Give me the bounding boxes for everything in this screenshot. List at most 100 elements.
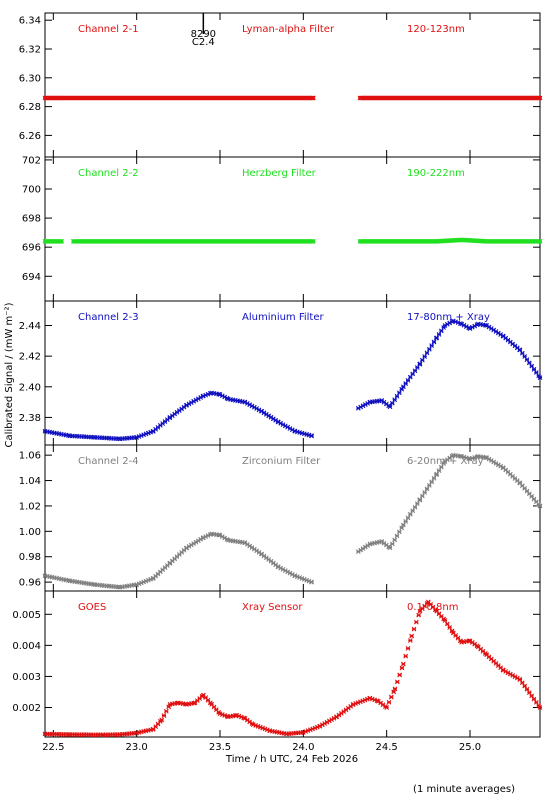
data-point xyxy=(517,347,523,353)
channel-label: Channel 2-3 xyxy=(78,312,139,323)
data-point xyxy=(422,354,428,359)
data-point xyxy=(426,346,432,352)
x-tick-label: 24.0 xyxy=(292,742,314,753)
data-point xyxy=(403,653,409,659)
y-tick-label: 6.34 xyxy=(19,16,41,27)
data-point xyxy=(533,699,539,705)
data-point xyxy=(524,686,530,692)
data-point xyxy=(522,354,528,359)
data-point xyxy=(384,705,390,710)
data-point xyxy=(519,350,525,356)
y-tick-label: 0.003 xyxy=(12,672,41,683)
band-label: 17-80nm + Xray xyxy=(407,312,490,323)
y-tick-label: 6.28 xyxy=(19,102,41,113)
data-point xyxy=(529,363,535,369)
x-tick-label: 25.0 xyxy=(459,742,481,753)
data-point xyxy=(436,331,442,337)
data-point xyxy=(424,350,430,356)
data-point xyxy=(400,522,406,528)
data-point xyxy=(389,400,395,406)
data-point xyxy=(310,95,316,101)
band-label: 120-123nm xyxy=(407,24,465,35)
y-tick-label: 702 xyxy=(22,155,41,166)
data-point xyxy=(396,529,402,535)
y-tick-label: 0.004 xyxy=(12,641,41,652)
data-point xyxy=(431,475,437,481)
x-axis-title: Time / h UTC, 24 Feb 2026 xyxy=(225,754,358,765)
filter-label: Lyman-alpha Filter xyxy=(242,24,335,35)
data-point xyxy=(531,366,537,372)
band-label: 6-20nm + Xray xyxy=(407,456,484,467)
data-point xyxy=(419,357,425,363)
y-tick-label: 696 xyxy=(22,243,41,254)
data-point xyxy=(409,633,415,639)
data-point xyxy=(434,471,440,477)
y-tick-label: 700 xyxy=(22,185,41,196)
data-point xyxy=(407,374,413,380)
data-point xyxy=(392,397,398,403)
flare-region-label: 8290 xyxy=(191,29,216,40)
filter-label: Zirconium Filter xyxy=(242,456,321,467)
data-point xyxy=(397,672,403,678)
band-label: 190-222nm xyxy=(407,168,465,179)
data-point xyxy=(431,339,437,345)
data-point xyxy=(416,612,422,618)
data-point xyxy=(403,519,409,524)
data-point xyxy=(403,381,409,386)
data-point xyxy=(429,343,435,348)
data-point xyxy=(442,618,448,623)
y-tick-label: 2.38 xyxy=(19,413,41,424)
data-point xyxy=(389,541,395,547)
y-tick-label: 694 xyxy=(22,272,41,283)
data-point xyxy=(411,626,417,632)
filter-label: Herzberg Filter xyxy=(242,168,317,179)
y-tick-label: 698 xyxy=(22,214,41,225)
data-point xyxy=(526,360,532,366)
data-point xyxy=(517,677,523,682)
panel-frame xyxy=(44,590,541,738)
data-point xyxy=(426,482,432,488)
data-point xyxy=(424,486,430,492)
y-tick-label: 0.96 xyxy=(19,578,41,589)
data-point xyxy=(396,390,402,396)
y-tick-label: 0.002 xyxy=(12,703,41,714)
y-tick-label: 1.06 xyxy=(19,451,41,462)
data-point xyxy=(161,713,167,718)
data-point xyxy=(410,371,416,377)
y-tick-label: 6.32 xyxy=(19,45,41,56)
y-tick-label: 0.005 xyxy=(12,610,41,621)
data-point xyxy=(399,525,405,531)
data-point xyxy=(392,686,398,692)
data-point xyxy=(159,717,165,723)
data-point xyxy=(400,384,406,390)
y-tick-label: 2.44 xyxy=(19,321,41,332)
filter-label: Xray Sensor xyxy=(242,602,303,613)
data-point xyxy=(400,661,406,667)
x-tick-label: 23.5 xyxy=(209,742,231,753)
data-point xyxy=(405,377,411,383)
channel-label: Channel 2-4 xyxy=(78,456,139,467)
footnote: (1 minute averages) xyxy=(413,784,515,795)
y-tick-label: 6.30 xyxy=(19,73,41,84)
data-point xyxy=(412,504,418,510)
data-point xyxy=(522,683,528,689)
filter-label: Aluminium Filter xyxy=(242,312,325,323)
data-point xyxy=(387,545,393,551)
data-point xyxy=(531,696,537,702)
data-point xyxy=(438,328,444,334)
data-point xyxy=(414,365,420,370)
data-point xyxy=(388,694,394,700)
x-tick-label: 24.5 xyxy=(376,742,398,753)
y-tick-label: 2.40 xyxy=(19,382,41,393)
data-point xyxy=(412,368,418,374)
data-point xyxy=(533,370,539,375)
data-point xyxy=(309,433,315,439)
data-point xyxy=(524,357,530,363)
data-point xyxy=(537,705,543,710)
data-point xyxy=(392,537,398,543)
data-point xyxy=(434,335,440,341)
data-point xyxy=(417,361,423,367)
data-point xyxy=(537,238,543,244)
y-tick-label: 6.26 xyxy=(19,131,41,142)
